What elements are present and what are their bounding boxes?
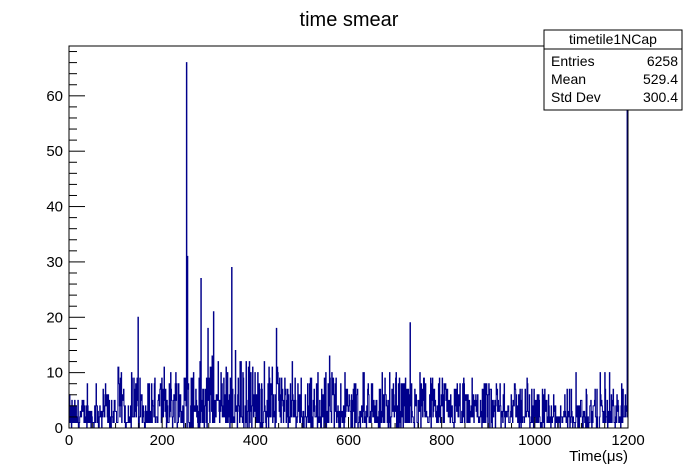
y-tick-label: 50: [46, 143, 63, 160]
x-tick-label: 200: [150, 432, 175, 449]
chart-title: time smear: [300, 9, 399, 31]
x-axis-label: Time(μs): [569, 448, 628, 465]
stats-stddev-label: Std Dev: [551, 89, 601, 105]
y-tick-label: 30: [46, 254, 63, 271]
x-tick-label: 0: [65, 432, 73, 449]
stats-entries-label: Entries: [551, 53, 595, 69]
x-tick-label: 400: [243, 432, 268, 449]
y-tick-label: 40: [46, 199, 63, 216]
stats-box-frame: [543, 29, 683, 111]
stats-mean-label: Mean: [551, 71, 586, 87]
stats-box: timetile1NCap Entries 6258 Mean 529.4 St…: [543, 29, 683, 111]
x-tick-label: 600: [336, 432, 361, 449]
stats-box-title: timetile1NCap: [569, 31, 657, 47]
histogram: [68, 62, 629, 429]
x-tick-label: 1000: [518, 432, 551, 449]
x-tick-label: 1200: [611, 432, 644, 449]
y-tick-label: 0: [55, 420, 63, 437]
axis-ticks: 0 200 400 600 800 1000 1200 0 10 20 30 40 50 60: [46, 51, 645, 449]
stats-entries-value: 6258: [647, 53, 678, 69]
x-tick-label: 800: [429, 432, 454, 449]
histogram-series: [68, 62, 629, 429]
stats-mean-value: 529.4: [643, 71, 678, 87]
y-tick-label: 20: [46, 309, 63, 326]
y-tick-label: 10: [46, 365, 63, 382]
stats-stddev-value: 300.4: [643, 89, 678, 105]
y-tick-label: 60: [46, 88, 63, 105]
